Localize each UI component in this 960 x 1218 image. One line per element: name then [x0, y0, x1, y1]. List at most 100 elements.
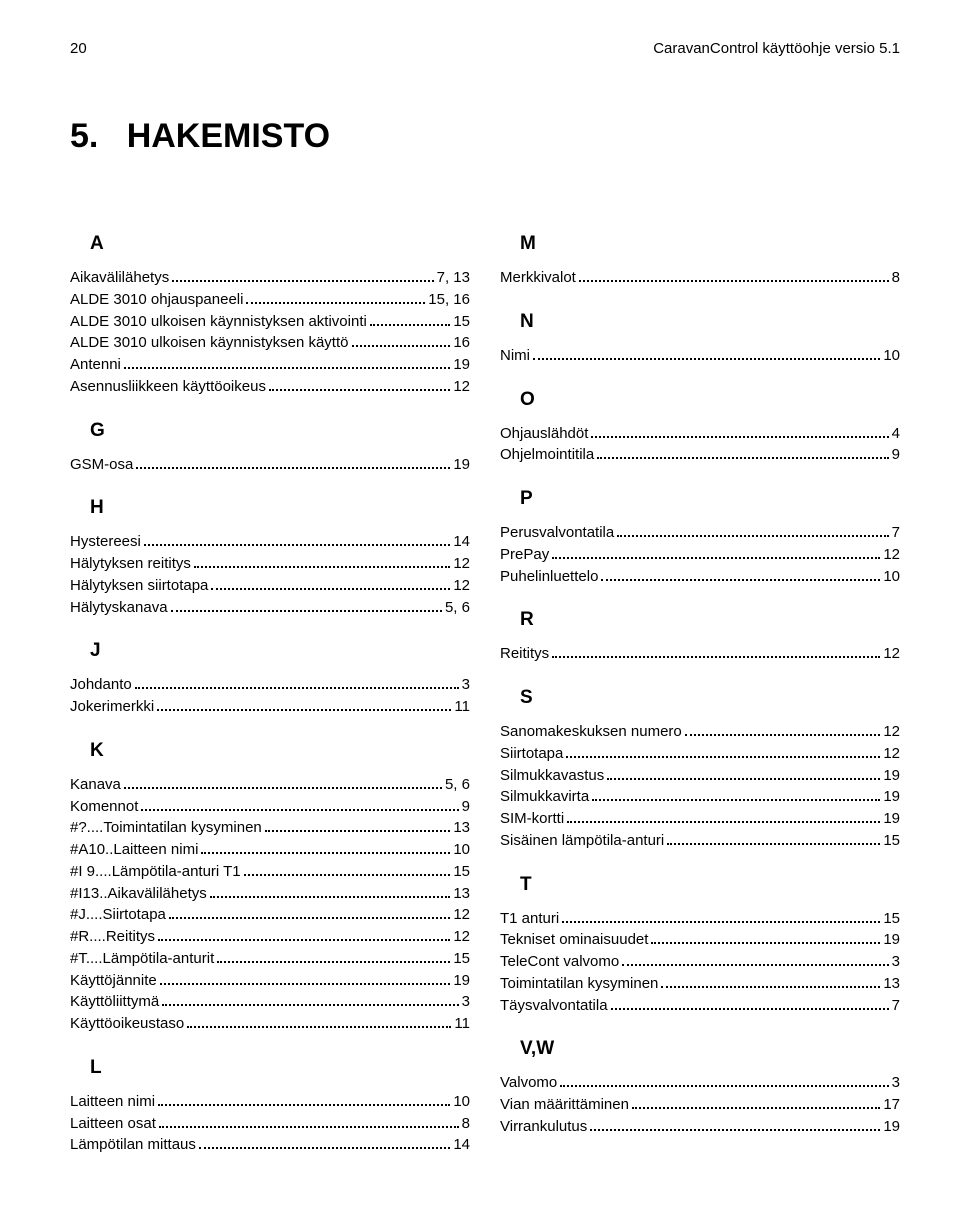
- index-entry-page: 14: [453, 1134, 470, 1156]
- leader-dots: [567, 821, 880, 823]
- leader-dots: [632, 1107, 880, 1109]
- index-columns: AAikavälilähetys7, 13ALDE 3010 ohjauspan…: [70, 211, 900, 1156]
- leader-dots: [579, 280, 889, 282]
- index-entry-page: 10: [453, 839, 470, 861]
- index-entry-label: Perusvalvontatila: [500, 522, 614, 544]
- leader-dots: [590, 1129, 880, 1131]
- index-entry: ALDE 3010 ulkoisen käynnistyksen käyttö1…: [70, 332, 470, 354]
- index-entry-page: 3: [462, 674, 470, 696]
- index-entry: Toimintatilan kysyminen13: [500, 973, 900, 995]
- index-letter: S: [520, 687, 900, 709]
- chapter-number: 5.: [70, 117, 98, 155]
- index-entry-label: Laitteen osat: [70, 1113, 156, 1135]
- index-right-column: MMerkkivalot8NNimi10OOhjauslähdöt4Ohjelm…: [500, 211, 900, 1156]
- index-entry: #R....Reititys 12: [70, 926, 470, 948]
- index-entry: Tekniset ominaisuudet19: [500, 929, 900, 951]
- index-entry-label: Siirtotapa: [500, 743, 563, 765]
- index-entry: PrePay12: [500, 544, 900, 566]
- index-entry: Ohjelmointitila9: [500, 444, 900, 466]
- index-entry-page: 11: [454, 1013, 470, 1035]
- index-entry: Ohjauslähdöt4: [500, 423, 900, 445]
- index-entry: Käyttöliittymä3: [70, 991, 470, 1013]
- index-entry-page: 12: [453, 926, 470, 948]
- leader-dots: [135, 687, 459, 689]
- index-entry-label: #T....Lämpötila-anturit: [70, 948, 214, 970]
- leader-dots: [159, 1126, 459, 1128]
- index-entry-label: Laitteen nimi: [70, 1091, 155, 1113]
- leader-dots: [141, 809, 458, 811]
- index-entry-label: Merkkivalot: [500, 267, 576, 289]
- index-letter: O: [520, 389, 900, 411]
- index-entry-label: #R....Reititys: [70, 926, 155, 948]
- index-entry-label: Antenni: [70, 354, 121, 376]
- leader-dots: [157, 709, 451, 711]
- index-entry-page: 12: [453, 376, 470, 398]
- index-entry: Puhelinluettelo10: [500, 566, 900, 588]
- leader-dots: [201, 852, 450, 854]
- index-entry-page: 19: [453, 970, 470, 992]
- index-entry-page: 10: [883, 566, 900, 588]
- leader-dots: [162, 1004, 458, 1006]
- index-entry-label: Virrankulutus: [500, 1116, 587, 1138]
- index-entry-label: Asennusliikkeen käyttöoikeus: [70, 376, 266, 398]
- index-entry-label: T1 anturi: [500, 908, 559, 930]
- index-entry-label: Ohjauslähdöt: [500, 423, 588, 445]
- leader-dots: [187, 1026, 451, 1028]
- leader-dots: [597, 457, 888, 459]
- index-entry-page: 19: [453, 354, 470, 376]
- index-entry-page: 10: [883, 345, 900, 367]
- index-entry-label: Silmukkavirta: [500, 786, 589, 808]
- leader-dots: [124, 367, 450, 369]
- index-entry: #I 9....Lämpötila-anturi T115: [70, 861, 470, 883]
- index-entry-label: Johdanto: [70, 674, 132, 696]
- index-entry: Silmukkavirta19: [500, 786, 900, 808]
- index-letter: M: [520, 233, 900, 255]
- leader-dots: [566, 756, 880, 758]
- index-letter: R: [520, 609, 900, 631]
- index-entry-page: 8: [462, 1113, 470, 1135]
- index-entry: Hälytyskanava 5, 6: [70, 597, 470, 619]
- index-entry-page: 5, 6: [445, 597, 470, 619]
- index-entry-page: 16: [453, 332, 470, 354]
- index-entry-page: 13: [453, 817, 470, 839]
- index-entry-page: 9: [892, 444, 900, 466]
- index-entry-page: 5, 6: [445, 774, 470, 796]
- index-entry: ALDE 3010 ohjauspaneeli15, 16: [70, 289, 470, 311]
- index-entry: Johdanto 3: [70, 674, 470, 696]
- leader-dots: [199, 1147, 450, 1149]
- index-entry-label: Hälytyskanava: [70, 597, 168, 619]
- index-entry: Aikavälilähetys7, 13: [70, 267, 470, 289]
- index-entry-page: 12: [453, 553, 470, 575]
- index-entry-label: Nimi: [500, 345, 530, 367]
- leader-dots: [269, 389, 450, 391]
- index-letter: G: [90, 420, 470, 442]
- page-header: 20 CaravanControl käyttöohje versio 5.1: [70, 40, 900, 57]
- index-entry: Asennusliikkeen käyttöoikeus 12: [70, 376, 470, 398]
- index-entry-label: Hälytyksen reititys: [70, 553, 191, 575]
- index-entry: Nimi 10: [500, 345, 900, 367]
- leader-dots: [244, 874, 451, 876]
- index-entry-label: Sisäinen lämpötila-anturi: [500, 830, 664, 852]
- index-letter: T: [520, 874, 900, 896]
- index-entry-label: Tekniset ominaisuudet: [500, 929, 648, 951]
- index-entry-page: 19: [453, 454, 470, 476]
- index-entry-label: Hälytyksen siirtotapa: [70, 575, 208, 597]
- leader-dots: [607, 778, 880, 780]
- index-entry-page: 12: [883, 643, 900, 665]
- index-letter: J: [90, 640, 470, 662]
- leader-dots: [560, 1085, 888, 1087]
- index-entry-page: 7, 13: [437, 267, 470, 289]
- leader-dots: [352, 345, 451, 347]
- leader-dots: [210, 896, 451, 898]
- index-entry-page: 19: [883, 765, 900, 787]
- index-letter: L: [90, 1057, 470, 1079]
- index-entry: TeleCont valvomo3: [500, 951, 900, 973]
- index-entry: GSM-osa19: [70, 454, 470, 476]
- leader-dots: [552, 557, 880, 559]
- index-entry: ALDE 3010 ulkoisen käynnistyksen aktivoi…: [70, 311, 470, 333]
- leader-dots: [172, 280, 433, 282]
- index-entry: Hystereesi14: [70, 531, 470, 553]
- index-entry: Lämpötilan mittaus14: [70, 1134, 470, 1156]
- index-entry-page: 15: [453, 861, 470, 883]
- index-entry-page: 13: [453, 883, 470, 905]
